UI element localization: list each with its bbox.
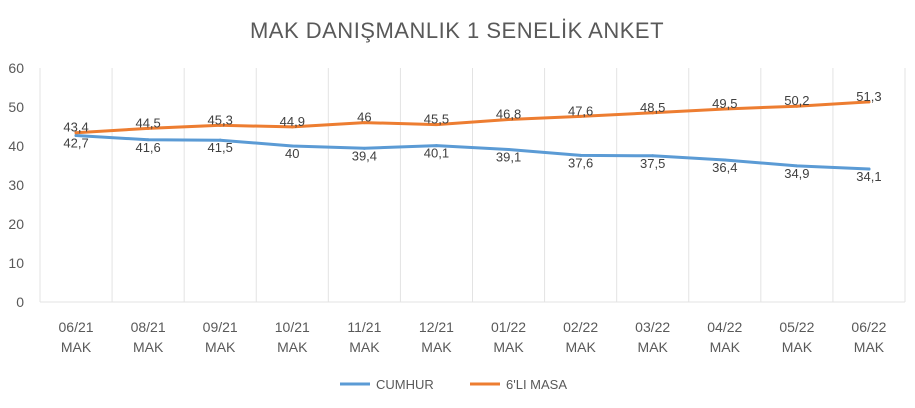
- x-tick-label: 03/22: [635, 319, 670, 335]
- data-point: [218, 123, 222, 127]
- x-tick-label: MAK: [782, 339, 813, 355]
- x-tick-label: 10/21: [275, 319, 310, 335]
- data-point: [723, 158, 727, 162]
- data-label: 34,1: [856, 169, 881, 184]
- x-tick-label: 01/22: [491, 319, 526, 335]
- legend-label: CUMHUR: [376, 377, 434, 392]
- data-label: 45,3: [208, 112, 233, 127]
- x-tick-label: MAK: [493, 339, 524, 355]
- data-label: 46,8: [496, 106, 521, 121]
- y-tick-label: 30: [8, 177, 24, 193]
- x-tick-label: MAK: [854, 339, 885, 355]
- y-tick-label: 10: [8, 255, 24, 271]
- data-point: [74, 133, 78, 137]
- x-tick-label: MAK: [638, 339, 669, 355]
- x-tick-label: 05/22: [779, 319, 814, 335]
- x-tick-label: MAK: [421, 339, 452, 355]
- x-tick-label: 12/21: [419, 319, 454, 335]
- data-label: 51,3: [856, 89, 881, 104]
- data-point: [434, 123, 438, 127]
- x-tick-label: 06/22: [851, 319, 886, 335]
- x-tick-label: MAK: [133, 339, 164, 355]
- x-tick-label: MAK: [349, 339, 380, 355]
- x-tick-label: 08/21: [131, 319, 166, 335]
- data-label: 40: [285, 146, 299, 161]
- data-label: 41,6: [135, 140, 160, 155]
- legend-label: 6'LI MASA: [506, 377, 567, 392]
- y-tick-label: 60: [8, 60, 24, 76]
- data-point: [795, 164, 799, 168]
- data-point: [146, 126, 150, 130]
- data-label: 44,5: [135, 115, 160, 130]
- data-point: [867, 167, 871, 171]
- data-labels: 42,7 41,6 41,5 40 39,4 40,1 39,1 37,6 37,5 36,4 34…: [63, 89, 881, 184]
- data-point: [218, 138, 222, 142]
- data-point: [74, 131, 78, 135]
- data-label: 45,5: [424, 112, 449, 127]
- data-label: 43,4: [63, 120, 88, 135]
- data-label: 37,5: [640, 156, 665, 171]
- x-tick-label: 09/21: [203, 319, 238, 335]
- data-label: 50,2: [784, 93, 809, 108]
- x-tick-label: MAK: [277, 339, 308, 355]
- data-label: 36,4: [712, 160, 737, 175]
- data-label: 37,6: [568, 155, 593, 170]
- series-line: [74, 100, 871, 135]
- data-point: [290, 144, 294, 148]
- x-tick-label: MAK: [565, 339, 596, 355]
- data-point: [434, 144, 438, 148]
- data-label: 34,9: [784, 166, 809, 181]
- x-tick-label: 04/22: [707, 319, 742, 335]
- data-label: 40,1: [424, 146, 449, 161]
- series: [74, 100, 871, 171]
- data-label: 47,6: [568, 103, 593, 118]
- x-tick-label: 02/22: [563, 319, 598, 335]
- gridlines: [39, 68, 906, 303]
- x-tick-label: MAK: [710, 339, 741, 355]
- data-label: 41,5: [208, 140, 233, 155]
- y-axis-ticks: 0 10 20 30 40 50 60: [8, 60, 24, 310]
- x-tick-label: 06/21: [59, 319, 94, 335]
- data-point: [290, 125, 294, 129]
- y-tick-label: 50: [8, 99, 24, 115]
- data-point: [867, 100, 871, 104]
- x-tick-label: 11/21: [347, 319, 381, 335]
- y-tick-label: 0: [16, 294, 24, 310]
- legend: CUMHUR 6'LI MASA: [340, 377, 567, 392]
- x-axis-ticks: 06/21 MAK 08/21 MAK 09/21 MAK 10/21 MAK 11/21 MAK…: [59, 319, 887, 355]
- chart-title: MAK DANIŞMANLIK 1 SENELİK ANKET: [250, 18, 664, 43]
- data-point: [362, 146, 366, 150]
- data-label: 46: [357, 110, 371, 125]
- data-point: [651, 154, 655, 158]
- x-tick-label: MAK: [205, 339, 236, 355]
- data-label: 42,7: [63, 135, 88, 150]
- data-point: [795, 104, 799, 108]
- x-tick-label: MAK: [61, 339, 92, 355]
- data-label: 44,9: [280, 114, 305, 129]
- y-tick-label: 20: [8, 216, 24, 232]
- data-label: 39,4: [352, 148, 377, 163]
- y-tick-label: 40: [8, 138, 24, 154]
- series-line: [74, 134, 871, 171]
- data-label: 49,5: [712, 96, 737, 111]
- data-point: [579, 153, 583, 157]
- data-point: [723, 107, 727, 111]
- data-label: 48,5: [640, 100, 665, 115]
- data-point: [507, 148, 511, 152]
- data-point: [146, 138, 150, 142]
- data-point: [579, 114, 583, 118]
- data-point: [362, 121, 366, 125]
- data-label: 39,1: [496, 150, 521, 165]
- data-point: [651, 111, 655, 115]
- data-point: [507, 117, 511, 121]
